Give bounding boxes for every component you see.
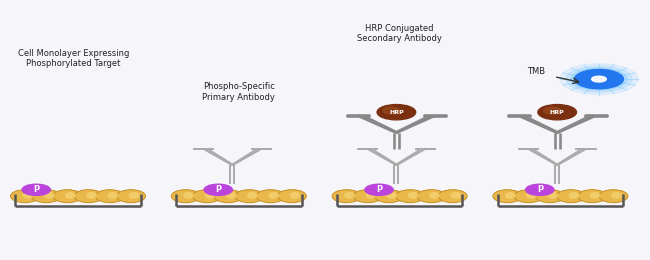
Circle shape	[543, 107, 561, 114]
Ellipse shape	[408, 192, 419, 199]
Ellipse shape	[556, 190, 586, 203]
Text: Cell Monolayer Expressing
Phosphorylated Target: Cell Monolayer Expressing Phosphorylated…	[18, 49, 129, 68]
Ellipse shape	[438, 190, 467, 203]
Circle shape	[560, 64, 638, 95]
Ellipse shape	[429, 192, 439, 199]
Ellipse shape	[214, 190, 242, 203]
Ellipse shape	[10, 190, 40, 203]
Ellipse shape	[129, 192, 139, 199]
Ellipse shape	[107, 192, 118, 199]
Ellipse shape	[205, 192, 215, 199]
Ellipse shape	[278, 190, 306, 203]
Ellipse shape	[374, 190, 404, 203]
Ellipse shape	[53, 190, 82, 203]
Text: HRP: HRP	[389, 110, 404, 115]
Ellipse shape	[514, 190, 543, 203]
Ellipse shape	[344, 192, 355, 199]
Ellipse shape	[590, 192, 601, 199]
Ellipse shape	[505, 192, 515, 199]
Ellipse shape	[332, 190, 361, 203]
Ellipse shape	[611, 192, 621, 199]
Circle shape	[575, 69, 623, 89]
Ellipse shape	[268, 192, 279, 199]
Ellipse shape	[116, 190, 146, 203]
Circle shape	[22, 184, 50, 196]
Ellipse shape	[247, 192, 257, 199]
Ellipse shape	[365, 192, 376, 199]
Ellipse shape	[387, 192, 397, 199]
Text: TMB: TMB	[527, 67, 545, 76]
Ellipse shape	[354, 190, 382, 203]
Circle shape	[383, 107, 400, 114]
Ellipse shape	[74, 190, 103, 203]
Ellipse shape	[450, 192, 461, 199]
Ellipse shape	[86, 192, 97, 199]
Circle shape	[592, 76, 606, 82]
Ellipse shape	[172, 190, 200, 203]
Ellipse shape	[96, 190, 124, 203]
Circle shape	[204, 184, 233, 196]
Ellipse shape	[23, 192, 33, 199]
Ellipse shape	[32, 190, 60, 203]
Ellipse shape	[599, 190, 628, 203]
Text: P: P	[33, 185, 39, 194]
Ellipse shape	[192, 190, 222, 203]
Text: P: P	[215, 185, 221, 194]
Text: P: P	[376, 185, 382, 194]
Text: Phospho-Specific
Primary Antibody: Phospho-Specific Primary Antibody	[202, 82, 275, 102]
Ellipse shape	[256, 190, 285, 203]
Ellipse shape	[493, 190, 522, 203]
Circle shape	[526, 184, 554, 196]
Ellipse shape	[226, 192, 237, 199]
Ellipse shape	[65, 192, 75, 199]
Circle shape	[377, 105, 416, 120]
Circle shape	[566, 66, 632, 92]
Ellipse shape	[578, 190, 606, 203]
Ellipse shape	[536, 190, 564, 203]
Ellipse shape	[526, 192, 537, 199]
Text: P: P	[537, 185, 543, 194]
Ellipse shape	[289, 192, 300, 199]
Ellipse shape	[547, 192, 558, 199]
Ellipse shape	[235, 190, 264, 203]
Text: HRP: HRP	[550, 110, 565, 115]
Circle shape	[571, 68, 627, 90]
Circle shape	[365, 184, 393, 196]
Ellipse shape	[417, 190, 446, 203]
Ellipse shape	[396, 190, 424, 203]
Text: HRP Conjugated
Secondary Antibody: HRP Conjugated Secondary Antibody	[357, 24, 442, 43]
Circle shape	[538, 105, 577, 120]
Ellipse shape	[183, 192, 194, 199]
Ellipse shape	[44, 192, 55, 199]
Ellipse shape	[569, 192, 579, 199]
